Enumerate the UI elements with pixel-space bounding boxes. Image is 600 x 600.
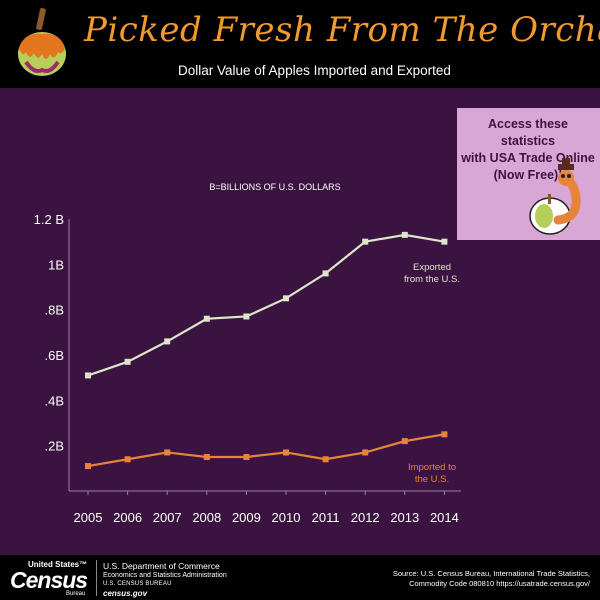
- imported-series-label: Imported to: [408, 462, 456, 473]
- promo-text[interactable]: Access these statistics with USA Trade O…: [460, 116, 596, 184]
- candy-apple-icon: [18, 7, 66, 76]
- imported-series-point: [362, 449, 369, 456]
- exported-series-point: [124, 358, 131, 365]
- x-tick-label: 2009: [232, 510, 261, 525]
- x-tick-label: 2013: [390, 510, 419, 525]
- imported-series-point: [124, 456, 131, 463]
- x-tick-label: 2014: [430, 510, 459, 525]
- exported-series-point: [283, 295, 289, 302]
- header: Picked Fresh From The Orchard Dollar Val…: [0, 0, 600, 88]
- apple-worm-icon: [529, 158, 581, 235]
- axes: [68, 219, 461, 492]
- x-tick-label: 2006: [113, 510, 142, 525]
- page-title: Picked Fresh From The Orchard: [84, 10, 600, 50]
- x-tick-label: 2010: [272, 510, 301, 525]
- series-layer: [85, 231, 448, 470]
- promo-box[interactable]: [457, 108, 600, 240]
- exported-series-line: [87, 233, 445, 377]
- line-chart: B=BILLIONS OF U.S. DOLLARS .2B .4B .6B .8B 1…: [34, 182, 461, 525]
- imported-series-label: the U.S.: [415, 474, 449, 485]
- imported-series-point: [85, 463, 91, 470]
- footer: United States™ Census Bureau U.S. Depart…: [0, 555, 600, 600]
- imported-series-point: [283, 449, 289, 456]
- footer-divider: [96, 560, 97, 596]
- x-tick-label: 2008: [192, 510, 221, 525]
- x-tick-label: 2007: [153, 510, 182, 525]
- exported-series-label: Exported: [413, 262, 451, 273]
- y-tick-labels: .2B .4B .6B .8B 1B 1.2 B: [34, 212, 64, 454]
- y-tick-label: .4B: [44, 393, 64, 408]
- exported-series-point: [164, 338, 171, 345]
- promo-line: (Now Free)!: [493, 168, 563, 182]
- x-tick-label: 2005: [74, 510, 103, 525]
- imported-series-point: [243, 454, 250, 460]
- source-line-2[interactable]: Commodity Code 080810 https://usatrade.c…: [409, 579, 590, 588]
- imported-series-point: [322, 456, 329, 463]
- imported-series-point: [164, 449, 171, 456]
- exported-series-point: [322, 270, 329, 277]
- promo-line: with USA Trade Online: [461, 151, 595, 165]
- y-tick-label: .8B: [44, 303, 64, 318]
- exported-series-point: [243, 313, 250, 320]
- exported-series-point: [203, 315, 210, 322]
- census-logo: Census: [10, 567, 88, 593]
- exported-series-point: [85, 372, 91, 379]
- imported-series-line: [87, 433, 445, 468]
- exported-series-point: [362, 238, 369, 245]
- exported-series-point: [441, 238, 448, 245]
- imported-series-point: [441, 431, 448, 438]
- x-tick-label: 2012: [351, 510, 380, 525]
- bureau-name: U.S. CENSUS BUREAU: [103, 581, 172, 587]
- page-subtitle: Dollar Value of Apples Imported and Expo…: [178, 63, 451, 78]
- exported-series-point: [401, 231, 408, 238]
- promo-line: Access these statistics: [488, 117, 568, 148]
- source-line-1: Source: U.S. Census Bureau, Internationa…: [392, 569, 590, 578]
- y-tick-label: .6B: [44, 348, 64, 363]
- x-tick-labels: 2005 2006 2007 2008 2009 2010 2011 2012 2013 2014: [74, 491, 459, 525]
- y-tick-label: .2B: [44, 439, 64, 454]
- imported-series-point: [203, 454, 210, 460]
- y-tick-label: 1B: [48, 257, 64, 272]
- department-name: U.S. Department of Commerce: [103, 561, 220, 571]
- administration-name: Economics and Statistics Administration: [103, 572, 227, 579]
- census-logo-bureau: Bureau: [66, 591, 86, 597]
- y-tick-label: 1.2 B: [34, 212, 64, 227]
- units-annotation: B=BILLIONS OF U.S. DOLLARS: [209, 182, 340, 192]
- census-gov-link[interactable]: census.gov: [103, 589, 148, 598]
- imported-series-point: [401, 438, 408, 445]
- x-tick-label: 2011: [312, 510, 340, 525]
- census-logo-top: United States™: [28, 560, 88, 569]
- exported-series-label: from the U.S.: [404, 274, 460, 285]
